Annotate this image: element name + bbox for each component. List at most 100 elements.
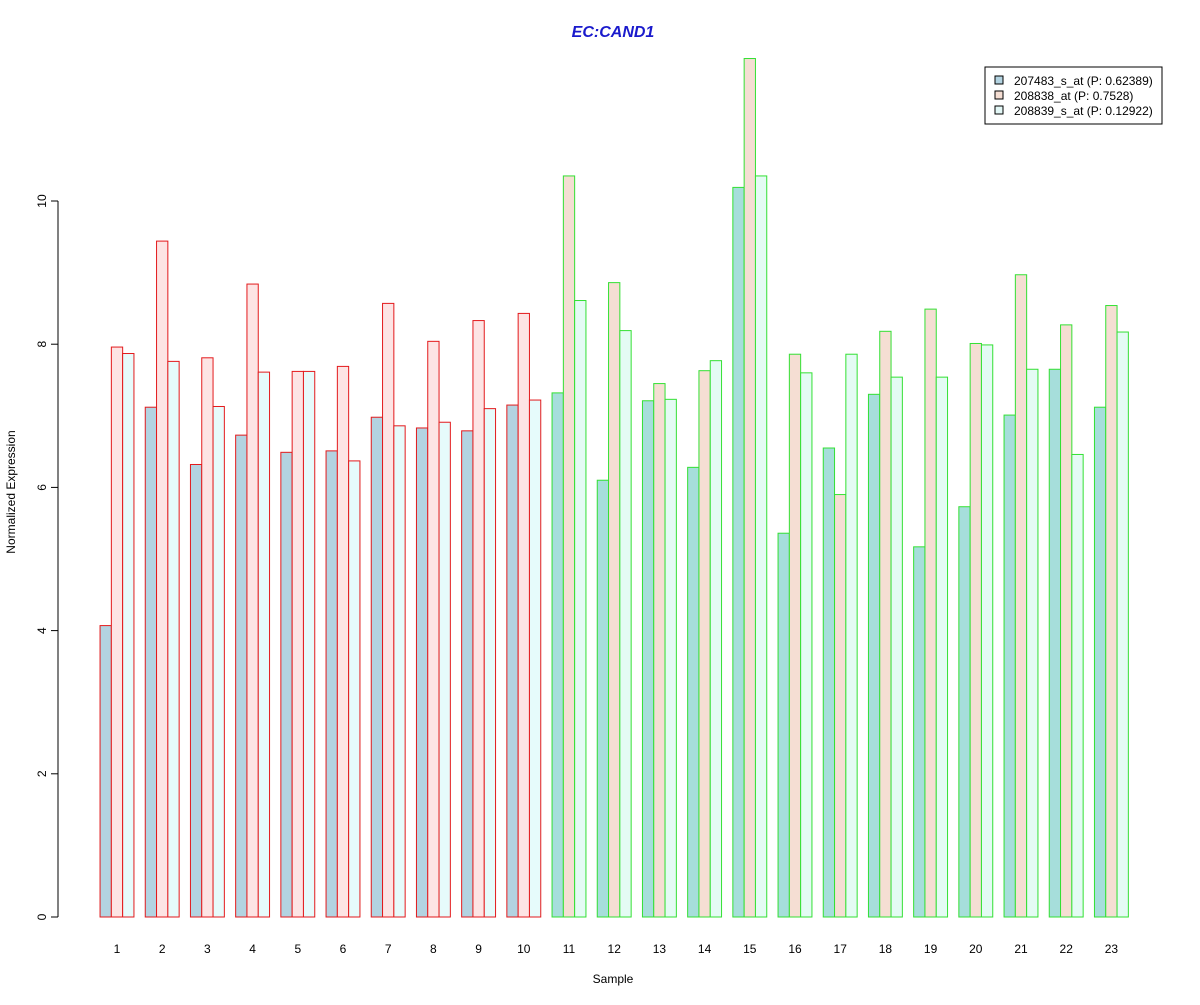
bar-sample-21-series-2 [1014, 274, 1028, 918]
bar-sample-17-series-2 [834, 494, 847, 918]
bar-sample-17-series-1 [822, 447, 836, 918]
legend-label-2: 208838_at (P: 0.7528) [1014, 89, 1133, 103]
bar-sample-5-series-1 [280, 451, 293, 918]
x-tick-label: 1 [114, 942, 121, 956]
bar-sample-7-series-1 [370, 416, 384, 918]
bar-sample-11-series-3 [574, 300, 587, 918]
x-tick-label: 5 [294, 942, 301, 956]
x-tick-label: 12 [608, 942, 622, 956]
bar-sample-5-series-2 [291, 370, 304, 918]
bar-sample-6-series-1 [325, 450, 338, 918]
y-tick-label: 2 [35, 770, 49, 777]
bar-sample-7-series-3 [393, 425, 406, 918]
bar-sample-15-series-1 [732, 186, 745, 918]
bar-sample-4-series-1 [235, 434, 248, 918]
bar-sample-20-series-2 [969, 342, 982, 918]
bar-sample-14-series-3 [709, 360, 723, 918]
bar-sample-22-series-1 [1048, 368, 1062, 918]
x-tick-labels: 1 2 3 4 5 6 7 8 9 10 11 12 13 14 15 16 17 18 19 20 21 22 23 [114, 942, 1119, 956]
x-tick-label: 17 [834, 942, 848, 956]
bar-sample-16-series-3 [800, 372, 813, 918]
legend-swatch-1 [994, 75, 1004, 85]
bar-sample-11-series-2 [562, 175, 576, 918]
bar-sample-10-series-1 [506, 404, 519, 918]
bar-sample-19-series-2 [924, 308, 937, 918]
x-tick-label: 21 [1014, 942, 1028, 956]
y-tick-label: 4 [35, 627, 49, 634]
legend-box [984, 66, 1163, 125]
legend-swatch-2 [994, 90, 1004, 100]
bar-sample-15-series-3 [754, 175, 768, 918]
bar-sample-8-series-1 [415, 427, 429, 918]
bar-sample-7-series-2 [382, 302, 395, 918]
bar-sample-4-series-3 [257, 371, 271, 918]
bar-sample-14-series-1 [687, 466, 700, 918]
bar-sample-13-series-2 [653, 383, 666, 918]
x-tick-label: 18 [879, 942, 893, 956]
bar-sample-12-series-1 [596, 479, 610, 918]
bar-sample-13-series-1 [641, 400, 655, 918]
legend-swatch-3 [994, 105, 1004, 115]
bar-sample-21-series-3 [1026, 368, 1039, 918]
bar-sample-2-series-2 [156, 240, 169, 918]
bar-sample-22-series-2 [1060, 324, 1073, 918]
x-axis-label: Sample [593, 972, 634, 986]
bar-sample-18-series-1 [867, 393, 881, 918]
y-tick-label: 0 [35, 913, 49, 920]
bar-sample-3-series-3 [212, 405, 225, 918]
x-tick-label: 13 [653, 942, 667, 956]
bar-sample-16-series-1 [777, 532, 790, 918]
x-tick-label: 8 [430, 942, 437, 956]
y-tick-label: 6 [35, 484, 49, 491]
chart-title: EC:CAND1 [572, 24, 655, 41]
bar-sample-17-series-3 [845, 353, 858, 918]
bar-sample-6-series-2 [336, 365, 350, 918]
bar-sample-8-series-3 [438, 421, 451, 918]
bar-sample-13-series-3 [664, 398, 677, 918]
bar-sample-5-series-3 [302, 370, 316, 918]
bar-sample-9-series-2 [472, 320, 485, 918]
bar-sample-1-series-3 [122, 353, 135, 918]
bar-sample-11-series-1 [551, 392, 564, 918]
bar-sample-3-series-1 [189, 463, 203, 918]
x-tick-label: 23 [1105, 942, 1119, 956]
bar-sample-10-series-3 [528, 399, 542, 918]
bar-sample-1-series-1 [99, 625, 112, 918]
bars-layer [99, 58, 1129, 918]
legend-label-1: 207483_s_at (P: 0.62389) [1014, 74, 1153, 88]
x-tick-label: 16 [788, 942, 802, 956]
bar-sample-15-series-2 [743, 58, 756, 918]
x-tick-label: 9 [475, 942, 482, 956]
bar-sample-14-series-2 [698, 370, 711, 918]
bar-sample-21-series-1 [1003, 414, 1016, 918]
x-tick-label: 3 [204, 942, 211, 956]
x-tick-label: 2 [159, 942, 166, 956]
bar-sample-23-series-3 [1116, 331, 1129, 918]
bar-sample-20-series-1 [958, 506, 971, 918]
legend-label-3: 208839_s_at (P: 0.12922) [1014, 104, 1153, 118]
bar-sample-16-series-2 [788, 353, 802, 918]
y-axis-label: Normalized Expression [4, 430, 18, 553]
bar-sample-4-series-2 [246, 283, 259, 918]
x-tick-label: 22 [1060, 942, 1074, 956]
bar-sample-12-series-2 [608, 282, 621, 918]
bar-sample-3-series-2 [201, 357, 214, 918]
bar-sample-18-series-2 [879, 330, 892, 918]
y-tick-label: 10 [35, 194, 49, 208]
bar-sample-2-series-3 [167, 360, 180, 918]
x-tick-label: 15 [743, 942, 757, 956]
bar-sample-20-series-3 [980, 344, 994, 918]
bar-sample-23-series-2 [1105, 305, 1118, 918]
bar-sample-10-series-2 [517, 312, 530, 918]
bar-sample-6-series-3 [348, 460, 361, 918]
bar-sample-1-series-2 [110, 346, 124, 918]
bar-sample-8-series-2 [427, 340, 440, 918]
x-tick-label: 19 [924, 942, 938, 956]
bar-sample-19-series-3 [935, 376, 949, 918]
bar-sample-9-series-1 [461, 430, 474, 918]
x-tick-label: 10 [517, 942, 531, 956]
x-tick-label: 20 [969, 942, 983, 956]
x-tick-label: 6 [340, 942, 347, 956]
